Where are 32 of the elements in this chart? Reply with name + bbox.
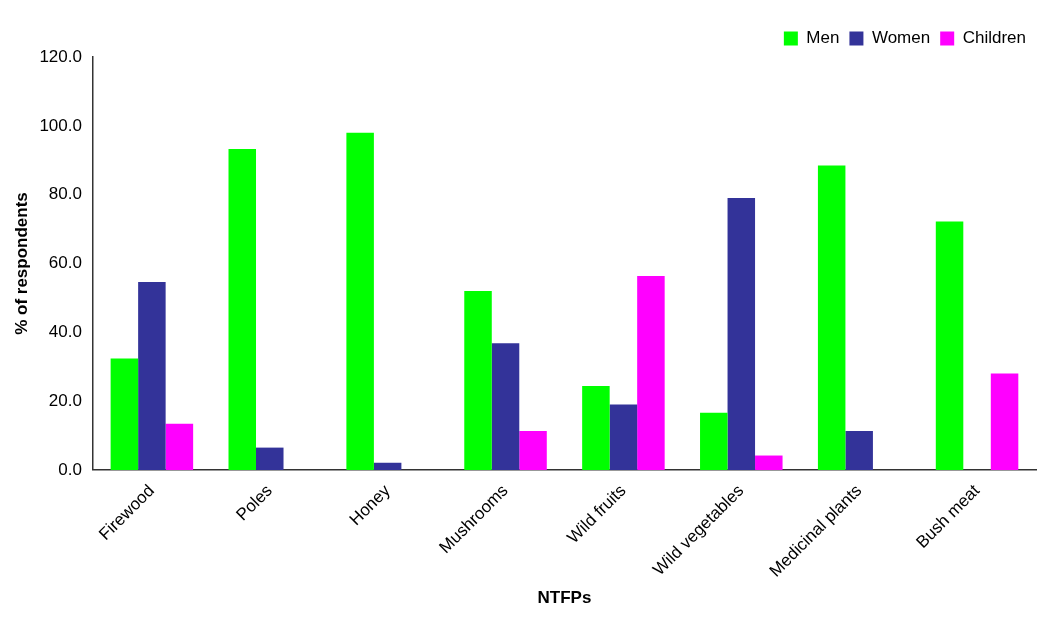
- bar: [990, 373, 1019, 470]
- bar: [817, 165, 846, 470]
- bar: [845, 431, 873, 470]
- bar: [609, 404, 638, 470]
- x-axis-title: NTFPs: [537, 588, 592, 608]
- bar: [256, 447, 284, 470]
- y-tick-label: 40.0: [48, 322, 82, 342]
- y-tick-label: 20.0: [48, 390, 82, 410]
- bar: [582, 386, 610, 470]
- y-tick-label: 120.0: [39, 46, 82, 66]
- bar: [373, 462, 402, 470]
- bar: [637, 275, 665, 470]
- y-tick-label: 80.0: [48, 184, 82, 204]
- bar: [700, 412, 728, 470]
- y-tick-label: 60.0: [48, 253, 82, 273]
- bar: [727, 198, 756, 470]
- bar: [464, 291, 492, 470]
- bar: [228, 148, 257, 470]
- bar: [491, 343, 520, 470]
- bar: [935, 221, 964, 470]
- y-axis-title: % of respondents: [11, 192, 31, 335]
- y-tick-label: 100.0: [39, 115, 82, 135]
- bar: [755, 455, 783, 470]
- legend-label: Children: [962, 28, 1026, 48]
- legend-label: Women: [871, 28, 931, 48]
- bar: [138, 282, 166, 470]
- bar: [110, 358, 139, 470]
- legend-label: Men: [806, 28, 840, 48]
- bar: [165, 423, 194, 470]
- bar: [346, 132, 374, 470]
- bar: [519, 431, 547, 470]
- y-tick-label: 0.0: [58, 459, 82, 479]
